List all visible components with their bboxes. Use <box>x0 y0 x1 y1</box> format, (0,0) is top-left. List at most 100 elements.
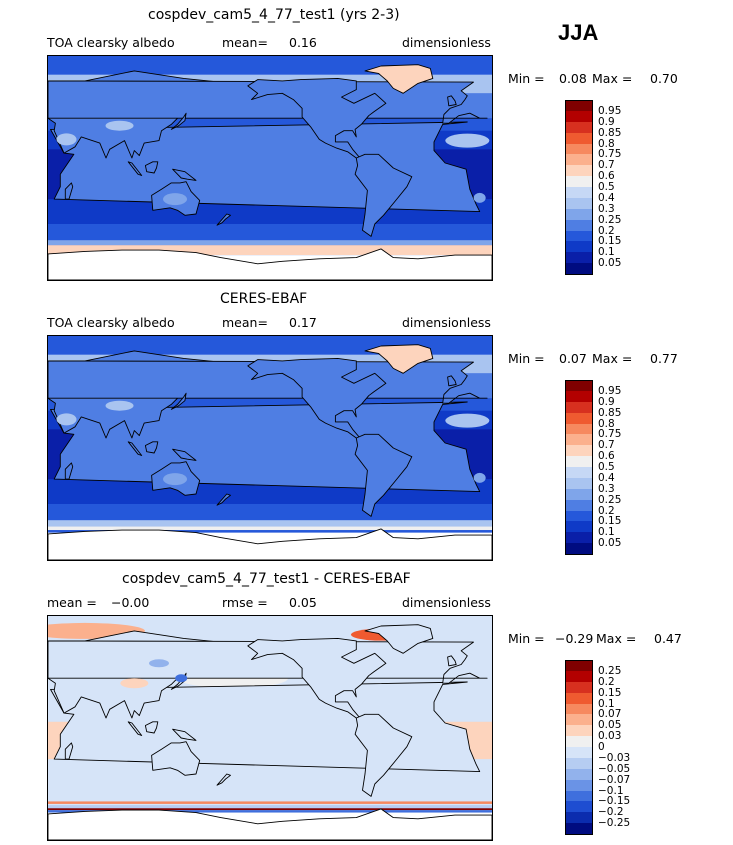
colorbar-swatch <box>565 241 593 253</box>
panel1-map <box>47 55 493 281</box>
colorbar-swatch <box>565 467 593 479</box>
colorbar-swatch <box>565 380 593 392</box>
panel3-min-value: −0.29 <box>555 631 594 646</box>
map-blob <box>56 133 77 146</box>
colorbar-tick-label: −0.03 <box>598 751 631 764</box>
map-band <box>48 224 492 241</box>
panel3-mean-label: mean = <box>47 595 97 610</box>
colorbar-swatch <box>565 521 593 533</box>
colorbar-swatch <box>565 121 593 134</box>
map-shape <box>216 773 231 786</box>
map-shape <box>48 528 492 560</box>
colorbar-swatch <box>565 412 593 425</box>
map-blob <box>105 400 134 411</box>
map-band <box>48 801 492 804</box>
colorbar-swatch <box>565 390 593 403</box>
map-blob <box>120 678 149 689</box>
colorbar-tick-label: 0.75 <box>598 428 622 441</box>
colorbar-tick-label: 0.6 <box>598 450 615 463</box>
map-shape <box>216 213 231 226</box>
panel1-units: dimensionless <box>402 35 491 50</box>
panel1-max-value: 0.70 <box>650 71 678 86</box>
colorbar-swatch <box>565 823 593 835</box>
colorbar-swatch <box>565 703 593 715</box>
colorbar-swatch <box>565 110 593 123</box>
map-shape <box>48 248 492 280</box>
colorbar-tick-label: 0.95 <box>598 104 622 117</box>
panel3-mean-value: −0.00 <box>111 595 150 610</box>
map-blob <box>473 192 486 203</box>
panel1-mean-label: mean= <box>222 35 268 50</box>
map-shape <box>48 808 492 840</box>
map-shape <box>64 182 74 200</box>
map-blob <box>445 133 490 148</box>
colorbar-swatch <box>565 187 593 199</box>
panel1-min-label: Min = <box>508 71 545 86</box>
map-shape <box>447 375 457 387</box>
colorbar-tick-label: 0.7 <box>598 159 615 172</box>
colorbar-swatch <box>565 532 593 544</box>
map-band <box>48 530 492 533</box>
colorbar-swatch <box>565 263 593 275</box>
colorbar-swatch <box>565 670 593 683</box>
panel3-max-label: Max = <box>596 631 637 646</box>
colorbar-swatch <box>565 423 593 435</box>
colorbar-tick-label: −0.2 <box>598 806 624 819</box>
world-map-svg <box>48 56 492 280</box>
colorbar-swatch <box>565 779 593 792</box>
map-shape <box>447 95 457 107</box>
map-shape <box>170 392 187 410</box>
map-shape <box>151 741 201 776</box>
colorbar-tick-label: 0.03 <box>598 730 622 743</box>
colorbar-swatch <box>565 165 593 177</box>
colorbar-tick-label: 0.25 <box>598 213 622 226</box>
map-shape <box>64 742 74 760</box>
colorbar-swatch <box>565 132 593 145</box>
panel3-rmse-label: rmse = <box>222 595 268 610</box>
map-shape <box>172 168 197 181</box>
map-shape <box>364 624 434 654</box>
panel2-min-value: 0.07 <box>559 351 587 366</box>
panel3-rmse-value: 0.05 <box>289 595 317 610</box>
map-shape <box>354 433 413 517</box>
colorbar-tick-label: 0.8 <box>598 137 615 150</box>
colorbar-swatch <box>565 543 593 555</box>
world-map-svg <box>48 616 492 840</box>
map-shape <box>127 161 143 176</box>
colorbar-tick-label: 0.3 <box>598 202 615 215</box>
map-band <box>48 504 492 521</box>
map-band <box>48 765 492 803</box>
map-band <box>48 240 492 246</box>
colorbar-swatch <box>565 252 593 264</box>
colorbar-swatch <box>565 176 593 188</box>
colorbar-swatch <box>565 790 593 802</box>
colorbar-tick-label: −0.05 <box>598 762 631 775</box>
colorbar-tick-label: 0.6 <box>598 170 615 183</box>
season-label: JJA <box>558 20 599 45</box>
colorbar-tick-label: −0.25 <box>598 817 631 830</box>
panel2-mean-value: 0.17 <box>289 315 317 330</box>
colorbar-swatch <box>565 230 593 242</box>
map-shape <box>247 77 387 159</box>
map-shape <box>144 721 159 734</box>
panel3-min-label: Min = <box>508 631 545 646</box>
colorbar-tick-label: 0.05 <box>598 719 622 732</box>
panel1-title: cospdev_cam5_4_77_test1 (yrs 2-3) <box>148 7 400 23</box>
panel1-max-label: Max = <box>592 71 633 86</box>
panel1-min-value: 0.08 <box>559 71 587 86</box>
colorbar-swatch <box>565 714 593 726</box>
colorbar-tick-label: 0.25 <box>598 493 622 506</box>
map-shape <box>144 161 159 174</box>
map-shape <box>247 357 387 439</box>
map-shape <box>354 153 413 237</box>
map-shape <box>170 112 187 130</box>
map-shape <box>127 721 143 736</box>
map-blob <box>56 413 77 426</box>
colorbar-swatch <box>565 100 593 112</box>
map-shape <box>354 713 413 797</box>
map-shape <box>172 728 197 741</box>
panel3-units: dimensionless <box>402 595 491 610</box>
map-band <box>48 808 492 811</box>
colorbar-tick-label: 0.1 <box>598 246 615 259</box>
world-map-svg <box>48 336 492 560</box>
